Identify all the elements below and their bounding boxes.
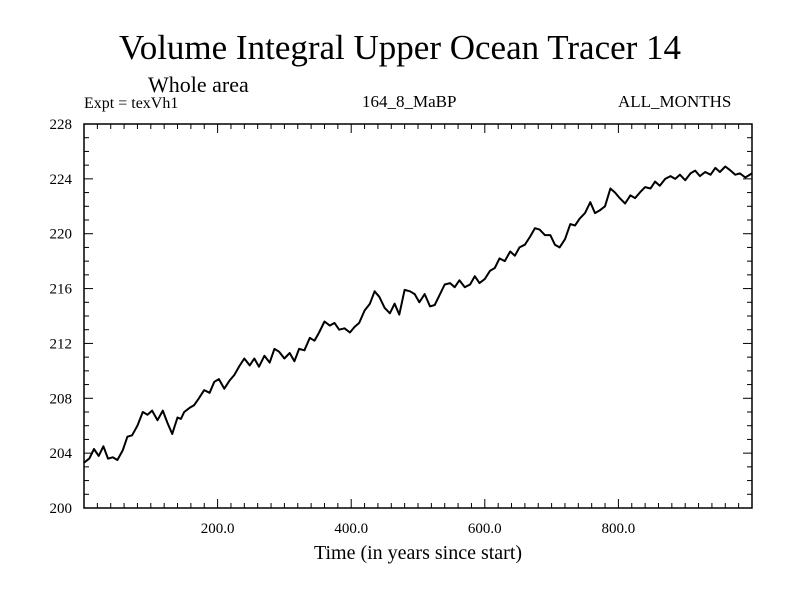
y-tick-label: 212 <box>50 336 73 352</box>
y-tick-label: 216 <box>50 282 73 298</box>
y-tick-label: 204 <box>50 446 73 462</box>
y-tick-label: 200 <box>50 501 73 517</box>
chart-title: Volume Integral Upper Ocean Tracer 14 <box>118 28 682 67</box>
series-line <box>83 165 753 464</box>
y-tick-label: 208 <box>50 391 73 407</box>
x-tick-label: 800.0 <box>602 521 636 537</box>
plot-frame <box>83 123 753 509</box>
x-tick-label: 400.0 <box>334 521 368 537</box>
experiment-label: Expt = texVh1 <box>84 95 179 112</box>
axis-ticks <box>84 124 752 508</box>
months-label: ALL_MONTHS <box>618 92 732 111</box>
x-axis-title: Time (in years since start) <box>314 542 522 564</box>
y-tick-label: 228 <box>50 117 73 133</box>
chart-subtitle: Whole area <box>148 72 249 97</box>
axis-tick-labels: 200.0 400.0 600.0 800.0 200 204 208 212 216 220 22… <box>50 117 636 537</box>
x-tick-label: 600.0 <box>468 521 502 537</box>
run-name-label: 164_8_MaBP <box>362 92 457 111</box>
y-tick-label: 220 <box>50 227 73 243</box>
y-tick-label: 224 <box>50 172 73 188</box>
x-tick-label: 200.0 <box>201 521 235 537</box>
